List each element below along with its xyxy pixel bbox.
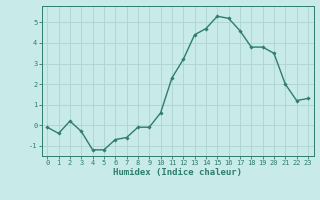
X-axis label: Humidex (Indice chaleur): Humidex (Indice chaleur) (113, 168, 242, 177)
